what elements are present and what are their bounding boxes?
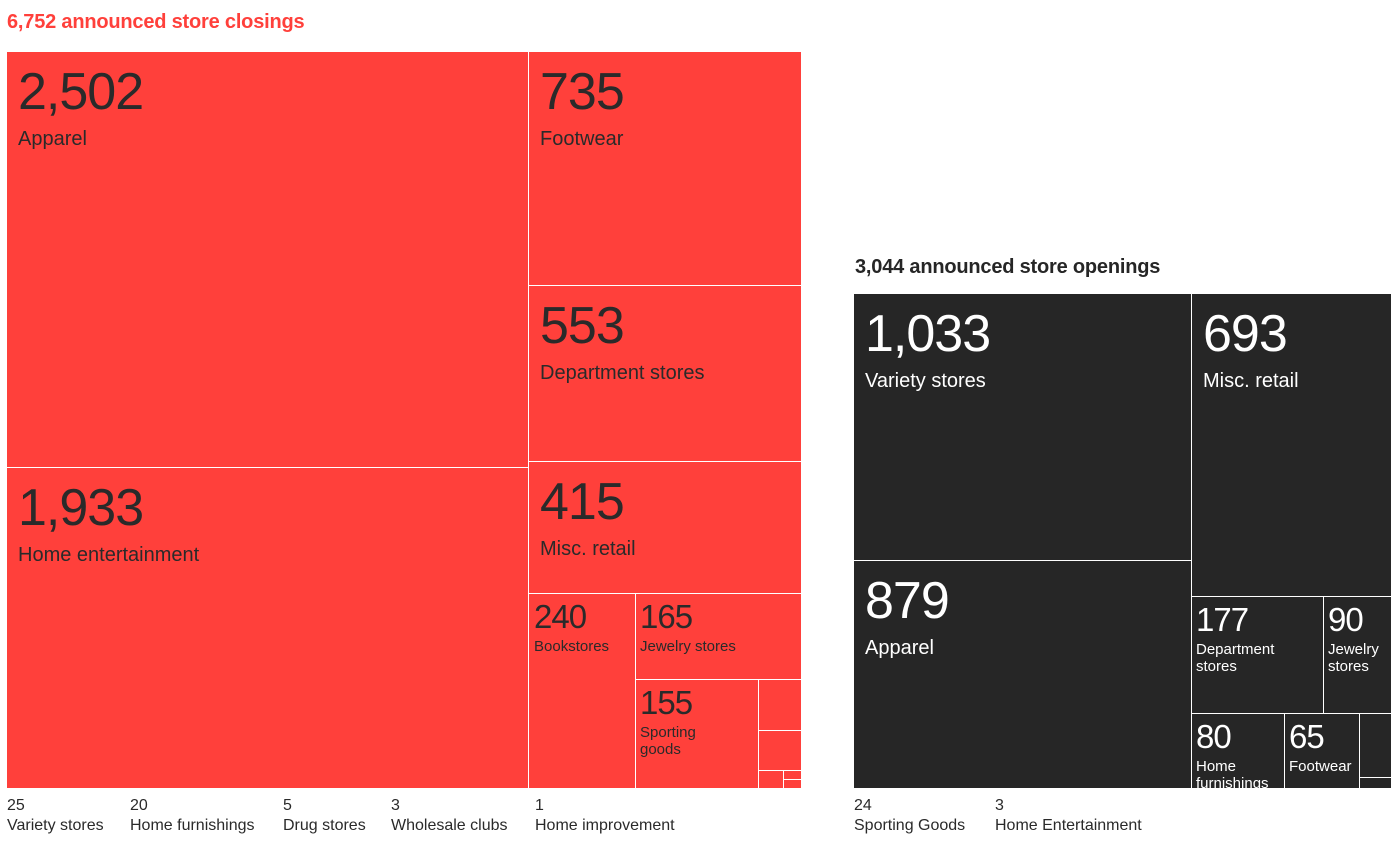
closings-label-department-stores: Department stores xyxy=(540,362,705,384)
closings-label-bookstores: Bookstores xyxy=(534,638,610,655)
closings-small-item-drug-stores: 5 Drug stores xyxy=(283,796,366,837)
openings-cell-small xyxy=(1360,778,1392,789)
closings-cell-small xyxy=(784,771,802,780)
closings-cell-small xyxy=(784,780,802,789)
openings-cell-home-furnishings: 80 Home furnishings xyxy=(1192,714,1285,789)
openings-cell-small xyxy=(1360,714,1392,778)
closings-cell-small xyxy=(759,680,802,731)
closings-cell-department-stores: 553 Department stores xyxy=(529,286,802,462)
closings-title: 6,752 announced store closings xyxy=(7,11,305,33)
closings-label-misc-retail: Misc. retail xyxy=(540,538,636,560)
closings-label-jewelry-stores: Jewelry stores xyxy=(640,638,736,655)
closings-value-apparel: 2,502 xyxy=(18,63,144,121)
closings-small-value: 3 xyxy=(391,797,400,814)
closings-cell-home-entertainment: 1,933 Home entertainment xyxy=(7,468,529,789)
closings-cell-footwear: 735 Footwear xyxy=(529,52,802,286)
openings-value-department-stores: 177 xyxy=(1196,601,1249,638)
closings-small-label: Drug stores xyxy=(283,817,366,835)
openings-label-apparel: Apparel xyxy=(865,637,934,659)
openings-value-footwear: 65 xyxy=(1289,718,1325,755)
openings-small-label: Home Entertainment xyxy=(995,817,1142,835)
openings-label-footwear: Footwear xyxy=(1289,758,1352,775)
closings-label-apparel: Apparel xyxy=(18,128,87,150)
closings-small-value: 1 xyxy=(535,797,544,814)
openings-value-misc-retail: 693 xyxy=(1203,305,1288,363)
openings-value-apparel: 879 xyxy=(865,572,950,630)
closings-cell-jewelry-stores: 165 Jewelry stores xyxy=(636,594,802,680)
openings-cell-misc-retail: 693 Misc. retail xyxy=(1192,294,1392,597)
closings-small-label: Home improvement xyxy=(535,817,675,835)
closings-value-footwear: 735 xyxy=(540,63,625,121)
closings-cell-apparel: 2,502 Apparel xyxy=(7,52,529,468)
openings-label-jewelry-stores: Jewelry stores xyxy=(1328,641,1379,675)
closings-value-home-entertainment: 1,933 xyxy=(18,479,144,537)
openings-small-value: 3 xyxy=(995,797,1004,814)
closings-value-misc-retail: 415 xyxy=(540,473,625,531)
openings-label-variety-stores: Variety stores xyxy=(865,370,986,392)
closings-small-label: Wholesale clubs xyxy=(391,817,508,835)
closings-value-sporting-goods: 155 xyxy=(640,684,693,721)
closings-small-item-variety-stores: 25 Variety stores xyxy=(7,796,104,837)
closings-small-label: Variety stores xyxy=(7,817,104,835)
closings-small-item-wholesale-clubs: 3 Wholesale clubs xyxy=(391,796,508,837)
openings-small-value: 24 xyxy=(854,797,872,814)
closings-cell-bookstores: 240 Bookstores xyxy=(529,594,636,789)
openings-label-misc-retail: Misc. retail xyxy=(1203,370,1299,392)
closings-cell-sporting-goods: 155 Sporting goods xyxy=(636,680,759,789)
closings-label-sporting-goods: Sporting goods xyxy=(640,724,696,758)
openings-label-department-stores: Department stores xyxy=(1196,641,1275,675)
openings-value-variety-stores: 1,033 xyxy=(865,305,991,363)
closings-small-item-home-improvement: 1 Home improvement xyxy=(535,796,675,837)
openings-label-home-furnishings: Home furnishings xyxy=(1196,758,1269,789)
openings-value-jewelry-stores: 90 xyxy=(1328,601,1364,638)
openings-cell-department-stores: 177 Department stores xyxy=(1192,597,1324,714)
openings-cell-jewelry-stores: 90 Jewelry stores xyxy=(1324,597,1392,714)
closings-value-bookstores: 240 xyxy=(534,598,587,635)
closings-cell-small xyxy=(759,731,802,771)
closings-value-jewelry-stores: 165 xyxy=(640,598,693,635)
openings-cell-variety-stores: 1,033 Variety stores xyxy=(854,294,1192,561)
openings-small-item-home-entertainment: 3 Home Entertainment xyxy=(995,796,1142,837)
closings-treemap: 2,502 Apparel 1,933 Home entertainment 735 Fo… xyxy=(7,52,802,789)
closings-label-home-entertainment: Home entertainment xyxy=(18,544,200,566)
closings-cell-misc-retail: 415 Misc. retail xyxy=(529,462,802,594)
openings-small-item-sporting-goods: 24 Sporting Goods xyxy=(854,796,965,837)
closings-small-value: 25 xyxy=(7,797,25,814)
openings-treemap: 1,033 Variety stores 879 Apparel 693 Misc. re… xyxy=(854,294,1392,789)
openings-small-label: Sporting Goods xyxy=(854,817,966,835)
closings-label-footwear: Footwear xyxy=(540,128,624,150)
openings-title: 3,044 announced store openings xyxy=(855,256,1161,278)
closings-small-label: Home furnishings xyxy=(130,817,255,835)
closings-small-item-home-furnishings: 20 Home furnishings xyxy=(130,796,255,837)
closings-small-value: 20 xyxy=(130,797,148,814)
openings-value-home-furnishings: 80 xyxy=(1196,718,1232,755)
openings-cell-apparel: 879 Apparel xyxy=(854,561,1192,789)
closings-value-department-stores: 553 xyxy=(540,297,625,355)
closings-cell-small xyxy=(759,771,784,789)
closings-small-value: 5 xyxy=(283,797,292,814)
openings-cell-footwear: 65 Footwear xyxy=(1285,714,1360,789)
